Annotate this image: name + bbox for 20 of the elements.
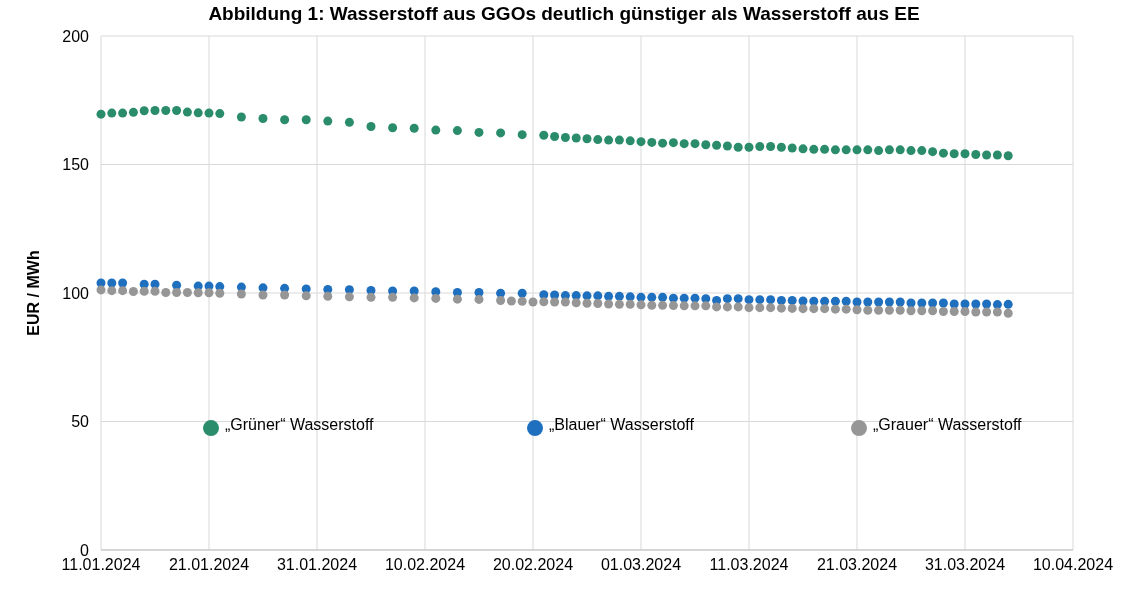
legend-label: „Grüner“ Wasserstoff (225, 415, 375, 433)
chart-title: Abbildung 1: Wasserstoff aus GGOs deutlich günstiger als Wasserstoff aus EE (208, 3, 920, 24)
y-tick-label: 50 (71, 413, 90, 431)
x-tick-label: 11.01.2024 (61, 556, 141, 573)
y-tick-label: 100 (62, 284, 90, 302)
legend-label: „Grauer“ Wasserstoff (873, 415, 1023, 433)
x-tick-label: 21.01.2024 (168, 556, 250, 573)
x-tick-label: 10.04.2024 (1032, 556, 1114, 573)
y-axis-title: EUR / MWh (25, 250, 42, 336)
x-tick-label: 10.02.2024 (384, 556, 466, 573)
y-tick-label: 0 (80, 541, 90, 559)
x-tick-label: 21.03.2024 (816, 556, 898, 573)
legend-label: „Blauer“ Wasserstoff (549, 415, 695, 433)
x-tick-label: 11.03.2024 (709, 556, 789, 573)
x-tick-label: 01.03.2024 (600, 556, 682, 573)
x-tick-label: 20.02.2024 (492, 556, 574, 573)
x-tick-label: 31.03.2024 (924, 556, 1006, 573)
x-tick-label: 31.01.2024 (276, 556, 358, 573)
y-tick-label: 200 (62, 27, 90, 45)
y-tick-label: 150 (62, 156, 90, 174)
